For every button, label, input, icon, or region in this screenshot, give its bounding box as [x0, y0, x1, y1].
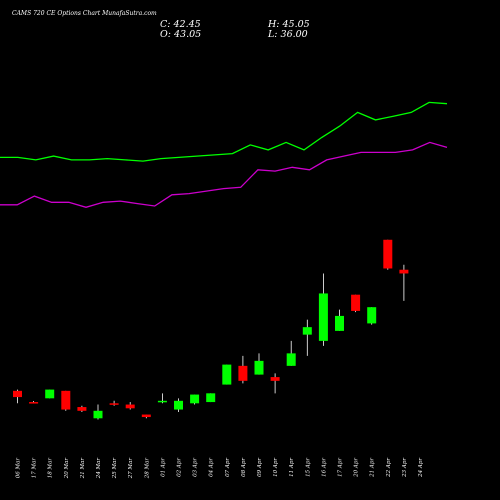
x-axis-labels: 06 Mar 17 Mar 18 Mar 20 Mar 21 Mar 24 Mar 25 M… [16, 458, 425, 480]
x-tick-label: 25 Mar [112, 458, 118, 480]
x-tick-label: 17 Mar [32, 458, 38, 479]
bullish-candle-body [157, 400, 167, 403]
x-tick-label: 28 Mar [144, 458, 150, 480]
candle-19 [302, 319, 312, 356]
x-tick-label: 18 Mar [48, 458, 54, 479]
bearish-candle-body [29, 402, 39, 404]
x-tick-label: 27 Mar [128, 458, 134, 480]
x-tick-label: 08 Apr [241, 458, 247, 477]
high-value: H: 45.05 [267, 19, 310, 30]
x-tick-label: 11 Apr [289, 458, 295, 477]
x-tick-label: 20 Apr [354, 458, 360, 478]
bullish-candle-body [190, 394, 200, 404]
bullish-candle-body [302, 327, 312, 335]
x-tick-label: 23 Apr [402, 458, 408, 478]
x-tick-label: 02 Apr [177, 458, 183, 477]
x-tick-label: 16 Apr [321, 458, 327, 477]
x-tick-label: 20 Mar [64, 458, 70, 480]
x-tick-label: 06 Mar [16, 458, 22, 479]
bullish-candle-body [367, 307, 377, 324]
bearish-candle-body [125, 404, 135, 409]
bearish-candle-body [270, 377, 280, 381]
candle-7 [109, 400, 119, 406]
bullish-candle-body [318, 293, 328, 341]
x-tick-label: 10 Apr [273, 458, 279, 477]
low-value: L: 36.00 [267, 29, 308, 40]
bullish-candle-body [335, 315, 344, 331]
candle-1 [13, 389, 22, 404]
candle-10 [157, 393, 167, 404]
candle-4 [61, 390, 71, 411]
candle-17 [270, 373, 280, 394]
candle-9 [141, 414, 151, 419]
bullish-candle-body [222, 364, 232, 385]
candles-layer [13, 239, 409, 420]
bearish-candle-body [141, 414, 151, 418]
bearish-candle-body [109, 403, 119, 405]
candle-22 [351, 294, 361, 313]
x-tick-label: 09 Apr [257, 458, 263, 477]
bullish-candle-body [174, 400, 183, 410]
candle-24 [383, 239, 393, 270]
x-tick-label: 21 Apr [370, 458, 376, 478]
bearish-candle-body [238, 365, 248, 381]
bullish-candle-body [206, 393, 216, 403]
x-tick-label: 24 Mar [96, 458, 102, 480]
candle-18 [286, 340, 296, 366]
x-tick-label: 24 Apr [418, 458, 424, 478]
candle-2 [29, 401, 39, 404]
candle-13 [206, 393, 216, 403]
bearish-candle-body [351, 294, 361, 311]
bullish-candle-body [93, 410, 103, 419]
candle-8 [125, 402, 135, 410]
candle-3 [45, 389, 55, 399]
open-value: O: 43.05 [160, 29, 201, 40]
upper-band-line [0, 101, 448, 162]
candle-12 [190, 394, 200, 405]
x-tick-label: 15 Apr [305, 458, 311, 477]
bearish-candle-body [399, 269, 409, 274]
bands-layer [0, 101, 448, 208]
candle-11 [174, 398, 183, 413]
candle-20 [318, 273, 328, 346]
candle-21 [335, 309, 344, 331]
x-tick-label: 22 Apr [386, 458, 392, 478]
bullish-candle-body [254, 360, 264, 375]
bullish-candle-body [45, 389, 55, 399]
close-value: C: 42.45 [160, 19, 201, 30]
candle-6 [93, 404, 103, 420]
bearish-candle-body [13, 390, 22, 398]
bullish-candle-body [286, 353, 296, 366]
bearish-candle-body [77, 407, 87, 411]
candle-14 [222, 364, 232, 385]
x-tick-label: 01 Apr [160, 458, 166, 477]
candle-5 [77, 405, 87, 413]
candle-23 [367, 307, 377, 325]
candle-25 [399, 264, 409, 301]
bearish-candle-body [61, 390, 71, 410]
x-tick-label: 04 Apr [209, 458, 215, 477]
candle-16 [254, 353, 264, 375]
x-tick-label: 03 Apr [193, 458, 199, 477]
bearish-candle-body [383, 239, 393, 269]
candle-15 [238, 355, 248, 384]
x-tick-label: 17 Apr [338, 458, 344, 477]
chart-title: CAMS 720 CE Options Chart MunafaSutra.co… [12, 10, 157, 17]
x-tick-label: 21 Mar [80, 458, 86, 480]
x-tick-label: 07 Apr [225, 458, 231, 477]
lower-band-line [0, 141, 448, 208]
